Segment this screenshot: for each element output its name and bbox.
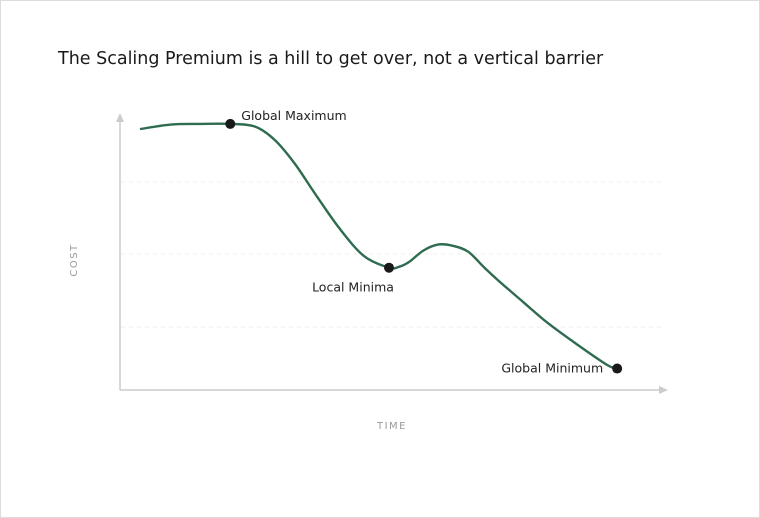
point-label: Local Minima xyxy=(312,280,394,295)
y-axis-arrow xyxy=(116,113,124,122)
y-axis-label: COST xyxy=(69,243,80,276)
x-axis-arrow xyxy=(659,386,668,394)
chart-title: The Scaling Premium is a hill to get ove… xyxy=(58,49,604,69)
series-layer xyxy=(139,122,619,370)
annotation-layer: Global Maximum Local Minima Global Minimum xyxy=(225,108,623,376)
axes xyxy=(116,113,668,394)
point-marker xyxy=(384,262,394,273)
x-axis-label: TIME xyxy=(376,421,407,432)
point-marker xyxy=(225,118,236,129)
point-label: Global Maximum xyxy=(241,108,346,123)
point-marker xyxy=(612,363,623,374)
series-line xyxy=(139,122,619,370)
point-label: Global Minimum xyxy=(501,361,603,376)
gridlines xyxy=(121,181,661,328)
